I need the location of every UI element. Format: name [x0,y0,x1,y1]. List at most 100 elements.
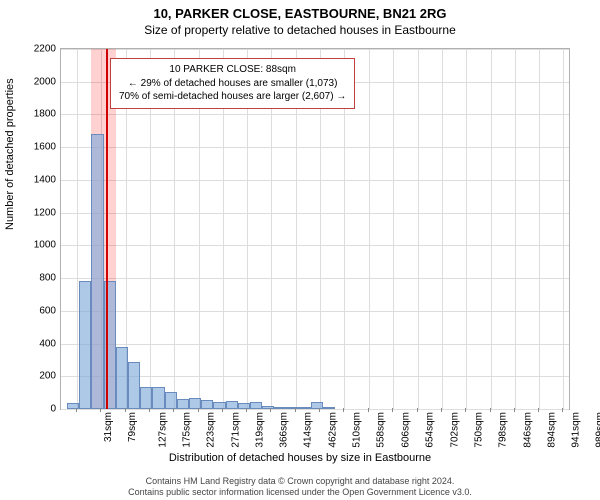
x-axis-title: Distribution of detached houses by size … [0,452,600,464]
y-tick-label: 1000 [16,240,56,251]
histogram-bar [250,402,262,409]
x-tick-mark [490,408,491,412]
y-tick-label: 1800 [16,109,56,120]
y-tick-label: 0 [16,404,56,415]
gridline-vertical [539,49,540,409]
histogram-bar [189,398,201,409]
x-tick-label: 654sqm [425,412,436,448]
x-tick-mark [392,408,393,412]
x-tick-mark [368,408,369,412]
x-tick-label: 319sqm [255,412,266,448]
x-tick-mark [319,408,320,412]
x-tick-label: 175sqm [181,412,192,448]
x-tick-mark [125,408,126,412]
gridline-horizontal [61,311,569,312]
x-tick-mark [149,408,150,412]
x-tick-label: 894sqm [547,412,558,448]
y-tick-label: 1200 [16,207,56,218]
x-tick-label: 127sqm [157,412,168,448]
x-tick-mark [76,408,77,412]
histogram-bar [79,281,91,409]
histogram-bar [287,407,299,409]
x-tick-label: 702sqm [449,412,460,448]
histogram-bar [238,403,250,409]
x-tick-label: 750sqm [474,412,485,448]
x-tick-mark [514,408,515,412]
x-tick-mark [100,408,101,412]
gridline-vertical [77,49,78,409]
x-tick-mark [246,408,247,412]
x-tick-label: 941sqm [571,412,582,448]
y-tick-label: 800 [16,273,56,284]
x-tick-label: 510sqm [352,412,363,448]
gridline-vertical [491,49,492,409]
histogram-bar [299,407,311,409]
chart-subtitle: Size of property relative to detached ho… [0,21,600,37]
x-tick-label: 462sqm [327,412,338,448]
gridline-vertical [418,49,419,409]
gridline-horizontal [61,278,569,279]
annotation-line-1: 10 PARKER CLOSE: 88sqm [119,63,346,77]
gridline-horizontal [61,344,569,345]
histogram-bar [262,406,274,409]
histogram-bar [91,134,103,409]
x-tick-mark [270,408,271,412]
annotation-box: 10 PARKER CLOSE: 88sqm← 29% of detached … [110,58,355,109]
y-tick-label: 1400 [16,174,56,185]
x-tick-label: 79sqm [127,412,138,442]
gridline-horizontal [61,147,569,148]
chart-title: 10, PARKER CLOSE, EASTBOURNE, BN21 2RG [0,0,600,21]
annotation-line-3: 70% of semi-detached houses are larger (… [119,90,346,104]
footer-line-1: Contains HM Land Registry data © Crown c… [0,476,600,487]
gridline-vertical [563,49,564,409]
y-tick-label: 400 [16,338,56,349]
x-tick-label: 414sqm [303,412,314,448]
gridline-horizontal [61,114,569,115]
gridline-vertical [515,49,516,409]
gridline-vertical [369,49,370,409]
x-tick-label: 558sqm [376,412,387,448]
gridline-horizontal [61,409,569,410]
histogram-bar [213,402,225,409]
chart-footer: Contains HM Land Registry data © Crown c… [0,476,600,499]
y-tick-label: 200 [16,371,56,382]
histogram-bar [116,347,128,409]
histogram-bar [67,403,79,409]
chart-container: 10, PARKER CLOSE, EASTBOURNE, BN21 2RG S… [0,0,600,500]
x-tick-label: 989sqm [595,412,600,448]
x-tick-label: 31sqm [103,412,114,442]
gridline-vertical [466,49,467,409]
x-tick-mark [441,408,442,412]
x-tick-mark [465,408,466,412]
x-tick-mark [222,408,223,412]
y-tick-label: 600 [16,305,56,316]
x-tick-mark [198,408,199,412]
histogram-bar [177,399,189,409]
histogram-bar [311,402,323,409]
y-tick-label: 1600 [16,142,56,153]
histogram-bar [128,362,140,409]
gridline-horizontal [61,180,569,181]
gridline-horizontal [61,213,569,214]
x-tick-label: 223sqm [206,412,217,448]
x-tick-label: 271sqm [230,412,241,448]
histogram-bar [226,401,238,409]
x-tick-mark [562,408,563,412]
x-tick-mark [295,408,296,412]
annotation-line-2: ← 29% of detached houses are smaller (1,… [119,77,346,91]
x-tick-mark [417,408,418,412]
gridline-vertical [393,49,394,409]
gridline-vertical [442,49,443,409]
x-tick-mark [343,408,344,412]
x-tick-label: 606sqm [400,412,411,448]
histogram-bar [323,407,335,409]
histogram-bar [165,392,177,409]
marker-line [106,49,108,409]
gridline-horizontal [61,245,569,246]
histogram-bar [201,400,213,409]
histogram-bar [152,387,164,409]
x-tick-label: 366sqm [279,412,290,448]
histogram-bar [140,387,152,409]
y-tick-label: 2200 [16,44,56,55]
x-tick-label: 798sqm [498,412,509,448]
